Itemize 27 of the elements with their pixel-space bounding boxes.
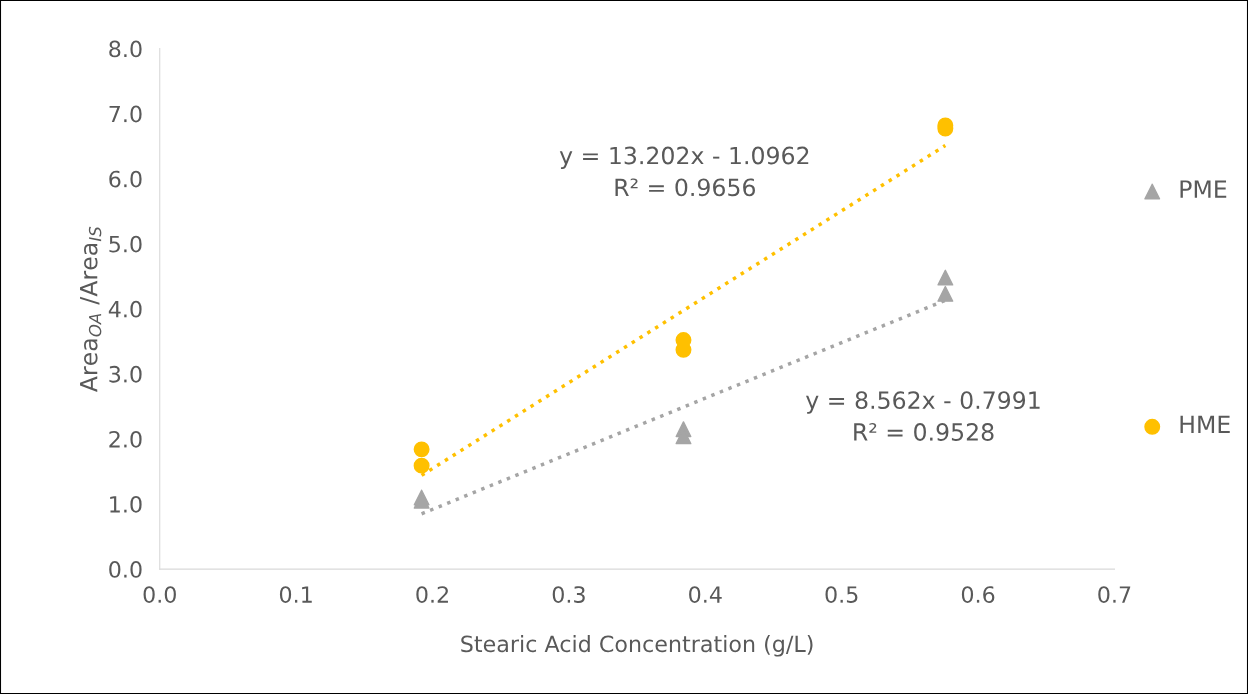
y-tick-label: 7.0 [109,105,142,123]
y-tick-label: 4.0 [108,300,142,318]
x-tick-label: 0.1 [279,586,312,603]
x-tick-label: 0.4 [689,586,722,603]
x-tick-label: 0.5 [825,586,858,603]
x-tick-label: 0.0 [143,586,176,603]
y-axis-title: Area$_{OA}$ /Area$_{IS}$ [80,226,102,392]
y-tick-label: 6.0 [109,170,142,188]
x-tick-label: 0.2 [416,586,448,603]
x-tick-label: 0.6 [961,586,995,603]
point [937,269,954,286]
y-tick-label: 3.0 [109,365,142,383]
y-tick-label: 0.0 [109,561,142,578]
point [413,441,430,458]
x-tick-label: 0.3 [552,586,585,603]
annotation: y = 8.562x - 0.7991 R² = 0.9528 [805,391,1040,441]
y-tick-label: 2.0 [109,430,142,448]
point [937,285,954,302]
x-axis-title: Stearic Acid Concentration (g/L) [461,635,813,657]
point [413,457,430,474]
legend-label: PME [1180,180,1227,198]
x-tick-label: 0.7 [1098,586,1131,603]
y-tick-label: 1.0 [110,495,142,513]
y-tick-label: 5.0 [109,235,142,253]
legend-label: HME [1180,415,1230,434]
annotation: y = 13.202x - 1.0962 R² = 0.9656 [559,146,809,197]
y-tick-label: 8.0 [109,40,142,58]
